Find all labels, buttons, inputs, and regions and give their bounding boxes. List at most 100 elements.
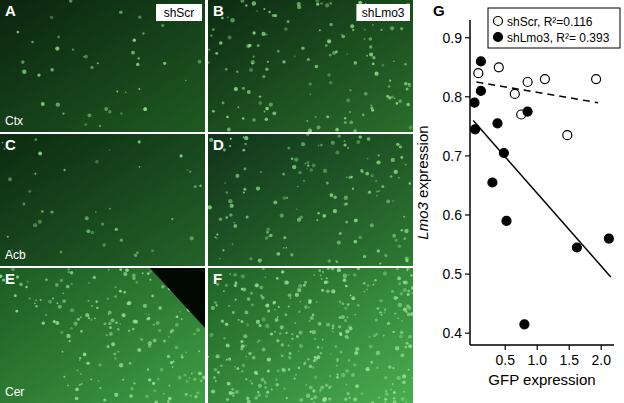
point	[494, 63, 503, 72]
cell	[88, 317, 90, 319]
cell	[372, 56, 375, 59]
cell	[306, 120, 308, 122]
cell	[114, 353, 117, 356]
cell	[332, 324, 335, 327]
micrograph	[208, 134, 413, 266]
cell	[163, 62, 166, 65]
cell	[55, 283, 59, 287]
cell	[191, 373, 193, 375]
cell	[314, 375, 317, 378]
cell	[241, 370, 243, 372]
cell	[252, 356, 256, 360]
cell	[367, 137, 371, 141]
cell	[331, 268, 333, 270]
cell	[364, 29, 366, 31]
cell	[353, 363, 356, 366]
cell	[219, 218, 222, 221]
cell	[168, 385, 170, 387]
cell	[364, 92, 368, 96]
cell	[371, 174, 374, 177]
cell	[392, 234, 396, 238]
cell	[97, 62, 99, 64]
cell	[288, 356, 292, 360]
cell	[173, 360, 175, 362]
cell	[326, 182, 329, 185]
cell	[199, 185, 201, 187]
cell	[167, 400, 170, 403]
cell	[157, 377, 160, 380]
cell	[307, 358, 309, 360]
cell	[247, 297, 251, 301]
legend-label: shLmo3, R²= 0.393	[507, 31, 610, 45]
cell	[189, 171, 191, 173]
cell	[230, 204, 234, 208]
cell	[196, 328, 200, 332]
cell	[274, 309, 276, 311]
cell	[37, 73, 40, 76]
cell	[190, 395, 192, 397]
cell	[81, 383, 83, 385]
cell	[323, 169, 327, 173]
cell	[127, 301, 131, 305]
cell	[214, 368, 217, 371]
cell	[149, 279, 151, 281]
y-tick-label: 0.7	[443, 148, 463, 164]
cell	[401, 229, 404, 232]
cell	[265, 324, 269, 328]
cell	[396, 102, 399, 105]
cell	[390, 26, 394, 30]
cell	[394, 98, 396, 100]
cell	[327, 39, 331, 43]
cell	[264, 111, 266, 113]
cell	[312, 389, 315, 392]
cell	[8, 177, 12, 181]
legend-label: shScr, R²=0.116	[507, 15, 593, 29]
cell	[226, 116, 229, 119]
cell	[317, 346, 319, 348]
x-tick-label: 2.0	[591, 352, 611, 368]
cell	[58, 305, 62, 309]
cell	[256, 187, 260, 191]
cell	[123, 272, 127, 276]
cell	[216, 237, 218, 239]
cell	[163, 393, 165, 395]
cell	[310, 331, 312, 333]
cell	[132, 328, 135, 331]
cell	[348, 274, 350, 276]
cell	[399, 145, 402, 148]
cell	[342, 35, 346, 39]
cell	[265, 395, 268, 398]
cell	[235, 390, 239, 394]
cell	[276, 252, 280, 256]
cell	[60, 279, 63, 282]
cell	[34, 138, 37, 141]
panel-letter: G	[433, 2, 445, 19]
cell	[138, 57, 140, 59]
micrograph	[208, 268, 413, 403]
cell	[25, 286, 27, 288]
cell	[329, 81, 332, 84]
cell	[91, 231, 95, 235]
cell	[337, 373, 339, 375]
cell	[399, 335, 403, 339]
cell	[303, 180, 305, 182]
cell	[323, 214, 327, 218]
cell	[384, 398, 387, 401]
cell	[33, 223, 37, 227]
cell	[379, 263, 381, 265]
cell	[406, 88, 409, 91]
cell	[372, 63, 375, 66]
cell	[62, 299, 66, 303]
cell	[214, 301, 217, 304]
micrograph	[0, 0, 205, 132]
cell	[222, 102, 225, 105]
cell	[104, 322, 107, 325]
cell	[262, 75, 265, 78]
cell	[398, 303, 402, 307]
cell	[345, 329, 349, 333]
cell	[283, 236, 286, 239]
cell	[228, 35, 232, 39]
cell	[353, 273, 356, 276]
cell	[369, 336, 371, 338]
x-tick	[601, 345, 602, 350]
